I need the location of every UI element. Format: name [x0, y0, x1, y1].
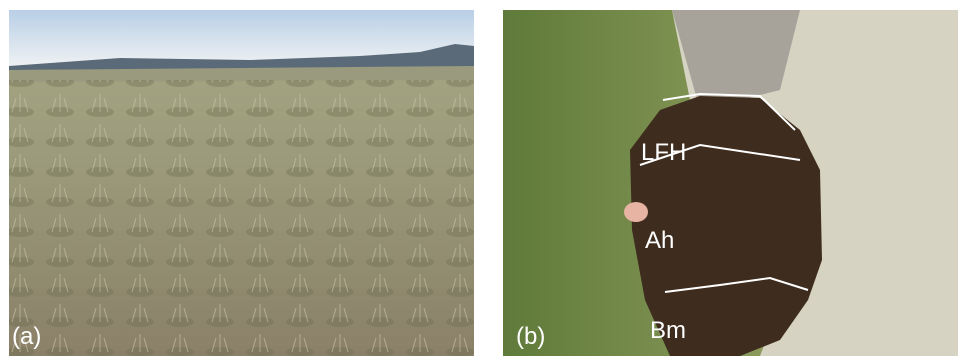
- panel-label: (a): [12, 323, 41, 350]
- horizon-label: Bm: [650, 317, 686, 344]
- panel-label: (b): [516, 323, 545, 350]
- horizon-label: LFH: [641, 139, 686, 166]
- figure: (a) (b) LFH Ah Bm: [0, 0, 958, 356]
- photo-a: (a): [9, 10, 474, 356]
- photo-b: (b) LFH Ah Bm: [503, 10, 958, 356]
- horizon-label: Ah: [645, 227, 674, 254]
